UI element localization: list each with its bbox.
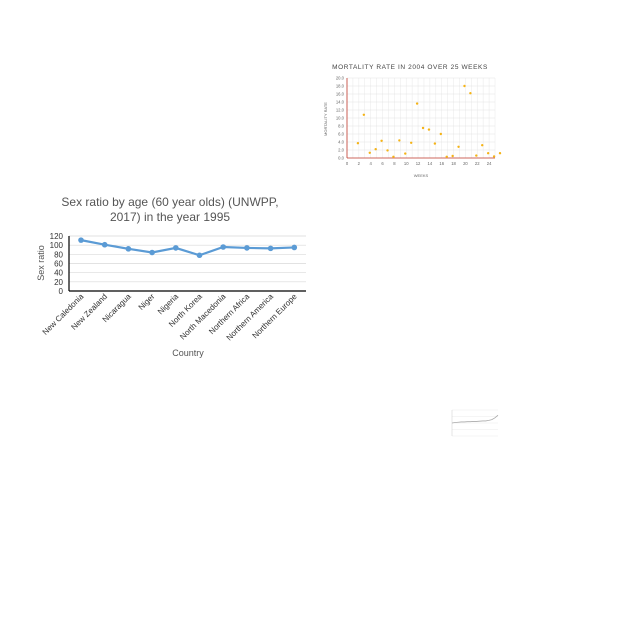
scatter-x-tick-label: 12 bbox=[416, 161, 421, 166]
line-y-tick-label: 100 bbox=[50, 241, 64, 250]
line-point bbox=[220, 244, 226, 250]
scatter-y-tick-label: 8.0 bbox=[338, 124, 344, 129]
scatter-point bbox=[380, 139, 383, 142]
scatter-x-tick-label: 16 bbox=[439, 161, 444, 166]
scatter-y-tick-label: 2.0 bbox=[338, 148, 344, 153]
scatter-point bbox=[386, 149, 389, 152]
mini-line-series bbox=[451, 414, 499, 424]
mini-line-chart bbox=[451, 409, 499, 437]
line-x-tick-label: Niger bbox=[137, 292, 157, 312]
scatter-y-tick-label: 12.0 bbox=[336, 108, 345, 113]
scatter-point bbox=[433, 142, 437, 145]
line-y-tick-label: 40 bbox=[54, 269, 63, 278]
scatter-point bbox=[398, 139, 401, 142]
scatter-x-label: WEEKS bbox=[414, 173, 429, 178]
scatter-point bbox=[356, 142, 360, 145]
scatter-point bbox=[374, 148, 377, 151]
scatter-point bbox=[469, 92, 472, 95]
scatter-x-tick-label: 10 bbox=[404, 161, 409, 166]
scatter-y-tick-label: 16.0 bbox=[336, 92, 345, 97]
line-point bbox=[291, 244, 298, 251]
scatter-point bbox=[362, 113, 366, 117]
scatter-point bbox=[445, 155, 448, 158]
line-point bbox=[149, 249, 155, 256]
scatter-y-tick-label: 14.0 bbox=[336, 100, 345, 105]
scatter-point bbox=[498, 152, 502, 155]
scatter-point bbox=[439, 132, 442, 136]
scatter-title: MORTALITY RATE IN 2004 OVER 25 WEEKS bbox=[332, 64, 488, 71]
scatter-y-tick-label: 20.0 bbox=[336, 76, 345, 81]
line-x-tick-label: Northern Europe bbox=[251, 292, 300, 341]
line-y-tick-label: 120 bbox=[50, 232, 64, 241]
scatter-y-tick-label: 0.0 bbox=[338, 156, 344, 161]
scatter-point bbox=[415, 102, 419, 105]
scatter-point bbox=[451, 154, 454, 158]
scatter-point bbox=[492, 155, 496, 158]
scatter-x-tick-label: 0 bbox=[346, 161, 349, 166]
scatter-y-label: MORTALITY RATE bbox=[323, 102, 328, 136]
scatter-x-tick-label: 20 bbox=[463, 161, 468, 166]
scatter-x-tick-label: 24 bbox=[487, 161, 492, 166]
line-point bbox=[173, 245, 179, 251]
line-y-label: Sex ratio bbox=[36, 245, 46, 281]
line-series bbox=[80, 239, 295, 257]
line-y-tick-label: 60 bbox=[54, 260, 63, 269]
line-y-tick-label: 80 bbox=[54, 250, 63, 259]
scatter-x-tick-label: 6 bbox=[381, 161, 384, 166]
mini-grid bbox=[451, 409, 498, 437]
scatter-point bbox=[481, 144, 484, 147]
line-title-line-2: 2017) in the year 1995 bbox=[110, 210, 230, 224]
line-point bbox=[78, 237, 84, 243]
line-x-label: Country bbox=[172, 348, 204, 358]
scatter-grid bbox=[346, 77, 496, 159]
line-point bbox=[267, 245, 274, 252]
scatter-x-tick-label: 2 bbox=[358, 161, 361, 166]
scatter-x-tick-label: 4 bbox=[370, 161, 373, 166]
line-point bbox=[196, 252, 203, 259]
scatter-x-tick-label: 14 bbox=[428, 161, 433, 166]
sex-ratio-line-chart: Sex ratio by age (60 year olds) (UNWPP, … bbox=[36, 195, 306, 358]
scatter-y-tick-label: 6.0 bbox=[338, 132, 344, 137]
scatter-x-tick-label: 18 bbox=[451, 161, 456, 166]
scatter-point bbox=[486, 152, 490, 155]
scatter-point bbox=[368, 151, 371, 154]
line-point bbox=[244, 245, 250, 251]
scatter-points bbox=[356, 84, 502, 158]
scatter-point bbox=[475, 154, 478, 157]
scatter-x-ticks: 0 2 4 6 8 10 12 14 16 18 20 22 24 bbox=[346, 161, 492, 166]
scatter-point bbox=[392, 155, 395, 158]
scatter-point bbox=[421, 126, 425, 130]
line-points bbox=[78, 237, 298, 259]
scatter-y-tick-label: 4.0 bbox=[338, 140, 344, 145]
line-y-tick-label: 20 bbox=[54, 278, 63, 287]
scatter-point bbox=[463, 84, 466, 88]
scatter-y-ticks: 0.0 2.0 4.0 6.0 8.0 10.0 12.0 14.0 16.0 18.0 20.0 bbox=[336, 76, 345, 161]
scatter-y-tick-label: 18.0 bbox=[336, 84, 345, 89]
line-point bbox=[125, 246, 132, 252]
line-y-tick-label: 0 bbox=[59, 287, 64, 296]
mortality-scatter-chart: MORTALITY RATE IN 2004 OVER 25 WEEKS 0.0… bbox=[323, 64, 502, 178]
scatter-x-tick-label: 22 bbox=[475, 161, 480, 166]
scatter-y-tick-label: 10.0 bbox=[336, 116, 345, 121]
scatter-point bbox=[410, 141, 413, 144]
line-x-tick-label: New Caledonia bbox=[41, 292, 86, 337]
scatter-x-tick-label: 8 bbox=[393, 161, 396, 166]
line-title-line-1: Sex ratio by age (60 year olds) (UNWPP, bbox=[61, 195, 278, 209]
scatter-point bbox=[404, 152, 407, 155]
line-grid bbox=[69, 235, 306, 283]
scatter-point bbox=[457, 145, 460, 148]
line-point bbox=[101, 241, 108, 248]
scatter-point bbox=[427, 128, 431, 131]
